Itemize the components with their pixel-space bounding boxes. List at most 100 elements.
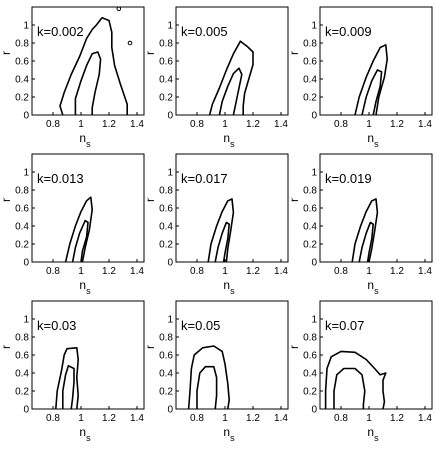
y-tick-label: 0 — [311, 111, 317, 122]
x-axis-label-subscript: s — [374, 139, 379, 149]
y-tick-label: 0.6 — [159, 204, 173, 215]
x-tick-label: 1 — [222, 266, 228, 277]
x-tick-label: 0.8 — [334, 413, 348, 424]
y-tick-label: 0.2 — [15, 93, 29, 104]
y-tick-label: 0.2 — [159, 93, 173, 104]
y-tick-label: 0.2 — [303, 387, 317, 398]
x-axis-label: ns — [79, 425, 91, 443]
k-label: k=0.05 — [181, 318, 220, 333]
x-tick-label: 1.4 — [274, 413, 288, 424]
contour-inner — [218, 67, 243, 116]
y-tick-label: 0 — [23, 405, 29, 416]
panel-2: 0.8 1 1.2 1.4 0 0.2 0.4 0.6 0.8 1 k=0.005 ns r — [143, 6, 289, 149]
y-tick-label: 0.6 — [303, 204, 317, 215]
x-tick-label: 0.8 — [190, 266, 204, 277]
x-axis-label-subscript: s — [374, 433, 379, 443]
y-tick-label: 0.4 — [303, 222, 317, 233]
x-tick-label: 1 — [222, 413, 228, 424]
contour-outer — [208, 40, 254, 116]
x-axis-label-subscript: s — [230, 433, 235, 443]
x-tick-label: 0.8 — [190, 119, 204, 130]
contour-outer — [59, 17, 128, 116]
y-tick-label: 0.2 — [303, 93, 317, 104]
x-tick-label: 1 — [78, 266, 84, 277]
y-tick-label: 1 — [23, 315, 29, 326]
y-tick-label: 0.8 — [15, 333, 29, 344]
y-tick-label: 0.8 — [303, 39, 317, 50]
x-tick-label: 1 — [366, 266, 372, 277]
x-axis-label-main: n — [223, 425, 230, 439]
y-axis-label: r — [0, 198, 13, 202]
panel-7: 0.8 1 1.2 1.4 0 0.2 0.4 0.6 0.8 1 k=0.03 ns r — [0, 300, 145, 443]
x-axis-label-main: n — [223, 131, 230, 145]
y-tick-label: 1 — [311, 168, 317, 179]
y-tick-label: 0.6 — [303, 351, 317, 362]
y-tick-label: 0.6 — [303, 57, 317, 68]
contour-inner — [358, 221, 374, 263]
y-tick-label: 1 — [167, 21, 173, 32]
y-tick-label: 0 — [23, 258, 29, 269]
y-tick-label: 0 — [23, 111, 29, 122]
k-label: k=0.017 — [181, 171, 228, 186]
panel-5: 0.8 1 1.2 1.4 0 0.2 0.4 0.6 0.8 1 k=0.017 ns r — [143, 153, 289, 296]
x-tick-label: 1.4 — [418, 266, 432, 277]
x-axis-label-main: n — [223, 278, 230, 292]
y-tick-label: 0.8 — [303, 186, 317, 197]
contour-inner — [62, 365, 75, 410]
y-tick-label: 0.6 — [15, 351, 29, 362]
contour-outer — [55, 347, 79, 410]
y-tick-label: 1 — [167, 168, 173, 179]
x-tick-label: 1 — [366, 119, 372, 130]
k-label: k=0.005 — [181, 24, 228, 39]
x-tick-label: 1.4 — [130, 413, 144, 424]
plot-frame — [319, 6, 433, 116]
x-tick-label: 1.4 — [274, 119, 288, 130]
y-tick-label: 0.8 — [159, 39, 173, 50]
y-axis-label: r — [287, 51, 301, 55]
y-tick-label: 0.8 — [159, 333, 173, 344]
k-label: k=0.009 — [325, 24, 372, 39]
y-tick-label: 0.2 — [159, 240, 173, 251]
y-tick-label: 0.4 — [15, 75, 29, 86]
y-tick-label: 0.8 — [15, 39, 29, 50]
x-tick-label: 1 — [78, 119, 84, 130]
y-tick-label: 0 — [311, 258, 317, 269]
plot-frame — [175, 153, 289, 263]
contour-outer — [207, 198, 235, 263]
y-tick-label: 1 — [23, 21, 29, 32]
x-axis-label: ns — [79, 131, 91, 149]
y-tick-label: 0.2 — [159, 387, 173, 398]
k-label: k=0.07 — [325, 318, 364, 333]
y-tick-label: 0.8 — [303, 333, 317, 344]
y-axis-label: r — [143, 51, 157, 55]
panel-4: 0.8 1 1.2 1.4 0 0.2 0.4 0.6 0.8 1 k=0.013 ns r — [0, 153, 145, 296]
x-tick-label: 1.4 — [130, 119, 144, 130]
x-axis-label-subscript: s — [374, 286, 379, 296]
x-axis-label-main: n — [79, 425, 86, 439]
x-axis-label: ns — [79, 278, 91, 296]
y-axis-label: r — [143, 198, 157, 202]
y-tick-label: 0.4 — [303, 369, 317, 380]
x-tick-label: 1.2 — [246, 119, 260, 130]
x-tick-label: 1.4 — [274, 266, 288, 277]
x-tick-label: 1.4 — [418, 413, 432, 424]
plot-frame — [31, 153, 145, 263]
y-tick-label: 0.6 — [159, 351, 173, 362]
x-tick-label: 1.2 — [102, 119, 116, 130]
k-label: k=0.002 — [37, 24, 84, 39]
contour-outer — [354, 44, 388, 116]
contour-island — [127, 40, 133, 46]
y-axis-label: r — [0, 51, 13, 55]
x-tick-label: 1.2 — [246, 413, 260, 424]
y-tick-label: 0.6 — [15, 204, 29, 215]
x-axis-label-main: n — [367, 131, 374, 145]
x-axis-label-main: n — [79, 278, 86, 292]
panel-6: 0.8 1 1.2 1.4 0 0.2 0.4 0.6 0.8 1 k=0.019 ns r — [287, 153, 433, 296]
k-label: k=0.013 — [37, 171, 84, 186]
x-axis-label: ns — [223, 131, 235, 149]
x-tick-label: 1 — [222, 119, 228, 130]
x-tick-label: 0.8 — [46, 119, 60, 130]
contour-inner — [214, 221, 230, 263]
x-tick-label: 1.2 — [390, 119, 404, 130]
